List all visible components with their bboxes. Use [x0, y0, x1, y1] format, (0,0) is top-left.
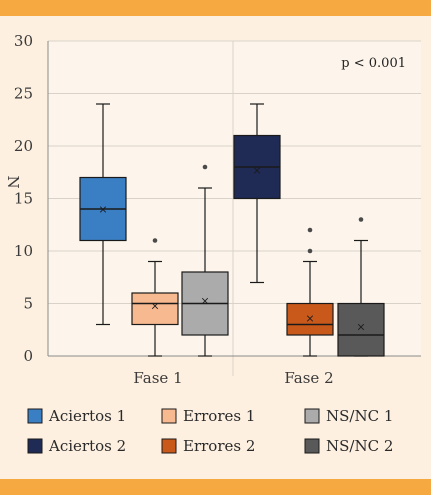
box-errores-2: ×: [286, 227, 334, 357]
legend-label: Aciertos 1: [48, 407, 126, 425]
box-errores-1: ×: [131, 238, 179, 357]
outlier-point: [307, 248, 313, 254]
legend-swatch: [27, 408, 43, 424]
mean-marker: ×: [252, 164, 261, 177]
x-tick-labels: Fase 1 Fase 2: [133, 369, 333, 387]
legend-item: Aciertos 2: [27, 437, 126, 455]
y-tick-label: 20: [14, 137, 33, 155]
box-iqr: [337, 302, 385, 357]
legend: Aciertos 1 Errores 1 NS/NC 1 Aciertos 2 Erro…: [27, 407, 393, 455]
legend-swatch: [304, 408, 320, 424]
y-tick-label: 30: [14, 32, 33, 50]
box-iqr: [286, 302, 334, 336]
y-axis-label: N: [4, 175, 22, 188]
top-band: [0, 0, 431, 16]
y-tick-label: 5: [23, 295, 33, 313]
legend-label: Aciertos 2: [48, 437, 126, 455]
outlier-point: [202, 164, 208, 170]
bottom-band: [0, 479, 431, 495]
legend-label: Errores 2: [183, 437, 255, 455]
legend-swatch: [27, 438, 43, 454]
mean-marker: ×: [150, 300, 159, 313]
p-value-annotation: p < 0.001: [341, 56, 406, 71]
x-tick-label: Fase 1: [133, 369, 182, 387]
y-tick-label: 15: [14, 190, 33, 208]
y-tick-label: 10: [14, 242, 33, 260]
outlier-point: [307, 227, 313, 233]
box-aciertos-1: ×: [79, 103, 127, 326]
y-tick-labels: 0 5 10 15 20 25 30: [14, 32, 33, 365]
legend-swatch: [161, 438, 177, 454]
outlier-point: [152, 238, 158, 243]
legend-item: NS/NC 1: [304, 407, 393, 425]
legend-swatch: [161, 408, 177, 424]
mean-marker: ×: [356, 321, 365, 334]
legend-label: NS/NC 2: [326, 437, 393, 455]
box-ns-nc-1: ×: [181, 164, 229, 357]
legend-label: NS/NC 1: [326, 407, 393, 425]
legend-label: Errores 1: [183, 407, 255, 425]
mean-marker: ×: [98, 203, 107, 216]
mean-marker: ×: [200, 294, 209, 307]
legend-item: NS/NC 2: [304, 437, 393, 455]
y-tick-label: 25: [14, 85, 33, 103]
legend-item: Errores 2: [161, 437, 255, 455]
box-iqr: [131, 292, 179, 326]
x-tick-label: Fase 2: [284, 369, 333, 387]
outlier-point: [358, 217, 364, 222]
box-ns-nc-2: ×: [337, 217, 385, 357]
legend-swatch: [304, 438, 320, 454]
box-series: × × × × × ×: [79, 103, 385, 357]
y-tick-label: 0: [23, 347, 33, 365]
legend-item: Aciertos 1: [27, 407, 126, 425]
mean-marker: ×: [305, 312, 314, 325]
legend-item: Errores 1: [161, 407, 255, 425]
box-aciertos-2: ×: [233, 103, 281, 284]
